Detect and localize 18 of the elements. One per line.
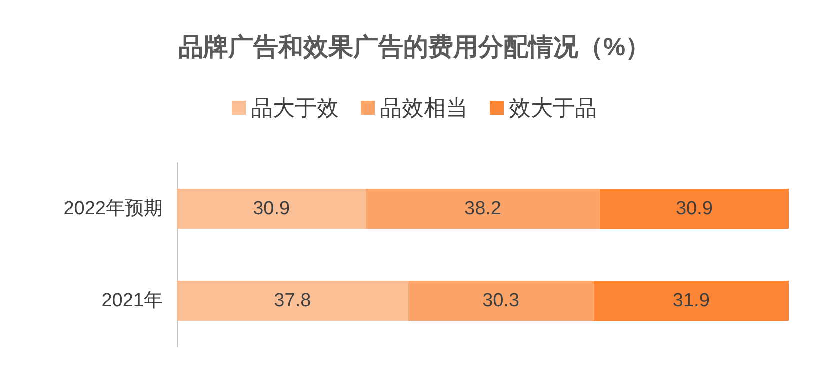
bar (408, 281, 594, 321)
legend-label: 品效相当 (380, 96, 468, 120)
data-label: 30.3 (482, 290, 520, 312)
bar (594, 281, 789, 321)
data-label: 30.9 (253, 198, 290, 220)
bar (600, 189, 789, 229)
legend-label: 效大于品 (509, 96, 597, 120)
data-label: 31.9 (672, 290, 710, 312)
y-tick-label: 2021年 (102, 290, 163, 312)
data-label: 30.9 (676, 198, 713, 220)
data-label: 37.8 (274, 290, 312, 312)
bar (177, 281, 408, 321)
y-tick-label: 2022年预期 (64, 198, 163, 220)
data-label: 38.2 (464, 198, 502, 220)
legend-label: 品大于效 (251, 96, 339, 120)
bar (177, 189, 366, 229)
chart-title: 品牌广告和效果广告的费用分配情况（%） (178, 34, 651, 62)
bar (366, 189, 600, 229)
